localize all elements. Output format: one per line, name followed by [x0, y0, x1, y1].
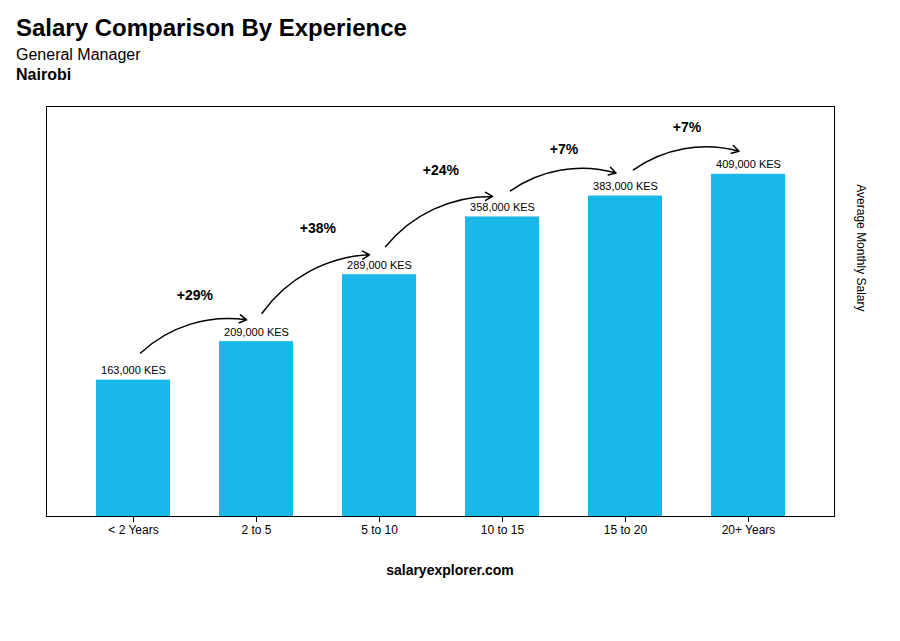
- svg-text:20+ Years: 20+ Years: [722, 523, 776, 537]
- svg-text:15 to 20: 15 to 20: [604, 523, 648, 537]
- svg-text:289,000 KES: 289,000 KES: [347, 259, 412, 271]
- svg-text:+38%: +38%: [300, 220, 337, 236]
- svg-text:+29%: +29%: [177, 287, 214, 303]
- svg-text:358,000 KES: 358,000 KES: [470, 201, 535, 213]
- svg-text:Average Monthly Salary: Average Monthly Salary: [854, 184, 868, 311]
- svg-text:10 to 15: 10 to 15: [481, 523, 525, 537]
- svg-text:5 to 10: 5 to 10: [361, 523, 398, 537]
- html-text:salaryexplorer.com: salaryexplorer.com: [386, 562, 514, 578]
- svg-text:+7%: +7%: [550, 141, 579, 157]
- html-text:Salary Comparison By Experienc: Salary Comparison By Experience: [16, 14, 407, 41]
- html-text:General Manager: General Manager: [16, 46, 141, 63]
- svg-text:209,000 KES: 209,000 KES: [224, 326, 289, 338]
- svg-text:+24%: +24%: [423, 162, 460, 178]
- html-text:Nairobi: Nairobi: [16, 66, 72, 83]
- svg-text:409,000 KES: 409,000 KES: [716, 158, 781, 170]
- svg-text:< 2 Years: < 2 Years: [108, 523, 158, 537]
- svg-text:2 to 5: 2 to 5: [241, 523, 271, 537]
- svg-text:+7%: +7%: [673, 119, 702, 135]
- svg-text:163,000 KES: 163,000 KES: [101, 364, 166, 376]
- svg-text:383,000 KES: 383,000 KES: [593, 180, 658, 192]
